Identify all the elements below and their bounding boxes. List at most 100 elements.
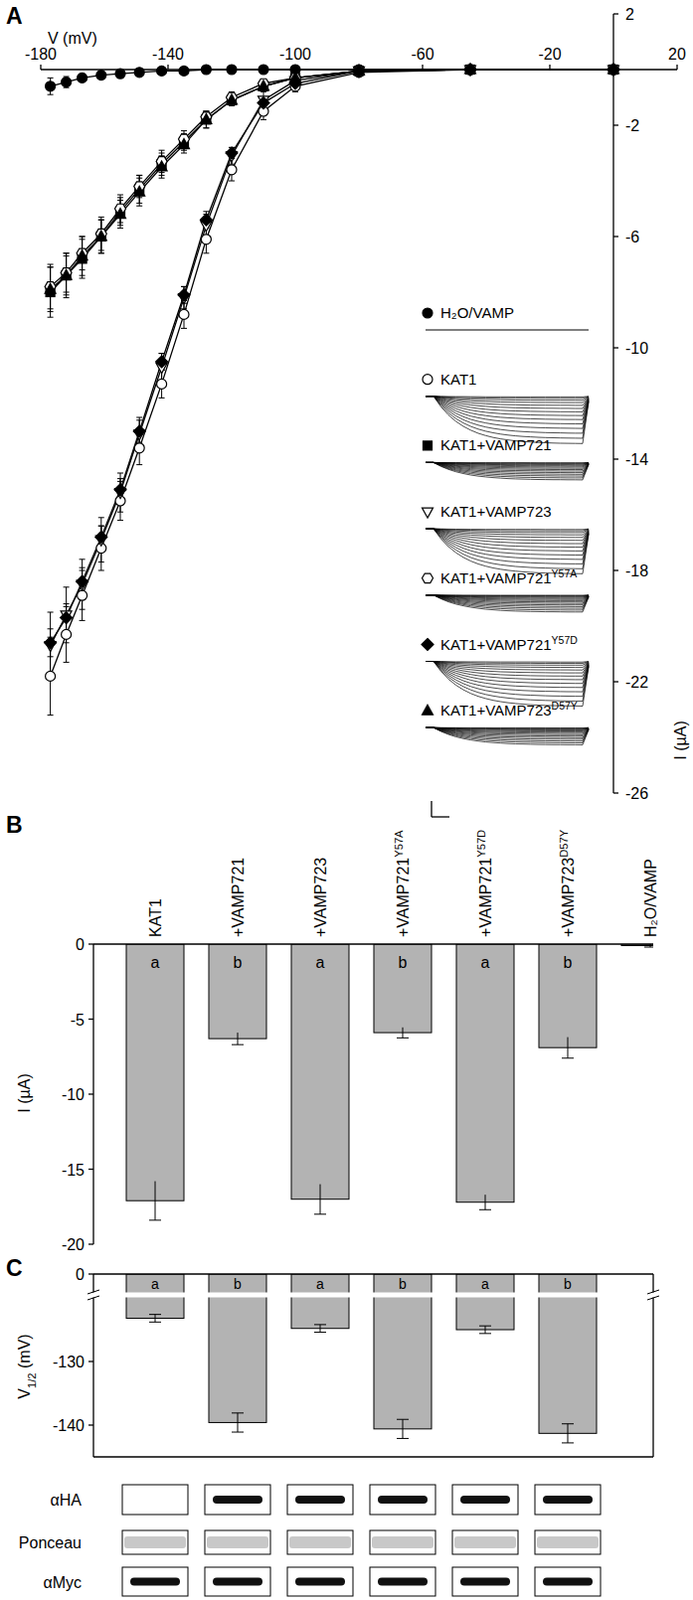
legend-label: KAT1+VAMP723D57Y [440,699,578,719]
text-part: Y57D [475,830,488,859]
series-line [50,69,614,290]
data-point [464,63,477,76]
error-stem [237,1413,239,1433]
y-tick [613,792,619,794]
data-point [226,94,238,105]
significance-letter: a [481,954,491,972]
blot-band [206,1537,269,1550]
data-point [156,161,168,172]
error-cap [231,1412,244,1414]
significance-letter: a [316,1276,325,1293]
plot-area [126,944,654,1221]
blot-frame [122,1485,188,1516]
blot-band [212,1578,263,1587]
y-tick-label: -15 [61,1162,85,1180]
error-cap [260,119,267,121]
trace-sweep [425,528,589,564]
trace-sweep [425,662,589,672]
frame-top [93,1273,654,1275]
error-cap [202,127,209,129]
error-cap [117,194,124,196]
blot-band [295,1496,346,1505]
current-trace [425,330,589,332]
legend-marker [421,639,434,652]
error-cap [98,252,105,254]
y-tick-label: -22 [625,674,649,692]
error-bar [479,1326,492,1335]
error-bar [561,1424,574,1444]
data-point [61,77,72,88]
bar [126,944,184,1202]
data-point [608,63,620,74]
error-cap [79,278,86,280]
error-bar [396,1028,409,1040]
blot-frame [534,1485,601,1516]
blot-frame [204,1567,271,1597]
series-line [50,69,614,647]
error-bar [314,1325,327,1334]
error-cap [180,328,187,330]
blot-label: Ponceau [18,1535,82,1553]
blot-band [289,1537,351,1550]
scale-bar [431,801,450,818]
legend-marker [422,308,433,319]
blot-band [536,1537,599,1550]
error-cap [47,656,54,658]
blot-band [377,1578,428,1587]
blot-frame [287,1567,353,1597]
error-bar [149,1315,162,1324]
legend-marker [423,441,433,451]
error-cap [159,352,166,354]
legend-label: KAT1+VAMP721Y57D [440,634,578,654]
error-stem [237,1033,239,1045]
error-cap [63,603,70,605]
blot-band [212,1496,263,1505]
y-tick-label: -18 [625,562,649,580]
y-axis-label: V1/2 (mV) [15,1334,38,1399]
y-tick-label: -130 [52,1354,85,1372]
error-cap [79,275,86,277]
blot-frame [287,1485,353,1516]
bar [538,1274,597,1434]
category-label: +VAMP723D57Y [557,829,577,938]
trace-sweep [425,396,589,439]
data-point [178,65,189,76]
panel-label: B [5,812,23,839]
blot-band [542,1578,593,1587]
error-bar [561,1038,574,1059]
blot-frame [369,1531,436,1556]
error-bar [396,1419,409,1439]
figure: A-180-140-100-60-20202-2-6-10-14-18-22-2… [0,0,693,1600]
blot-band [460,1578,511,1587]
blot-band [295,1578,346,1587]
blot-band [124,1537,186,1550]
trace-sweep [425,662,589,678]
data-point [115,68,126,79]
y-axis [612,13,614,794]
error-stem [485,1195,487,1211]
text-part: D57Y [551,699,578,712]
x-tick [548,64,550,70]
data-point [76,250,88,261]
y-tick [88,1361,94,1363]
category-label: +VAMP721Y57D [475,830,495,938]
x-tick-label: -20 [537,45,561,63]
data-point [77,72,88,83]
error-cap [159,352,166,354]
data-point [290,71,302,82]
blot-frame [122,1531,188,1556]
significance-letter: b [398,954,408,972]
data-point [134,67,145,78]
error-bar [149,1182,162,1221]
data-point [134,185,146,196]
blot-frame [204,1531,271,1556]
error-cap [314,1213,327,1215]
error-cap [117,519,124,521]
x-tick-label: -140 [152,45,184,63]
error-cap [98,525,105,527]
error-cap [159,397,166,399]
error-stem [402,1028,404,1040]
text-part: D57Y [557,829,570,859]
error-cap [180,286,187,288]
error-cap [47,612,54,614]
